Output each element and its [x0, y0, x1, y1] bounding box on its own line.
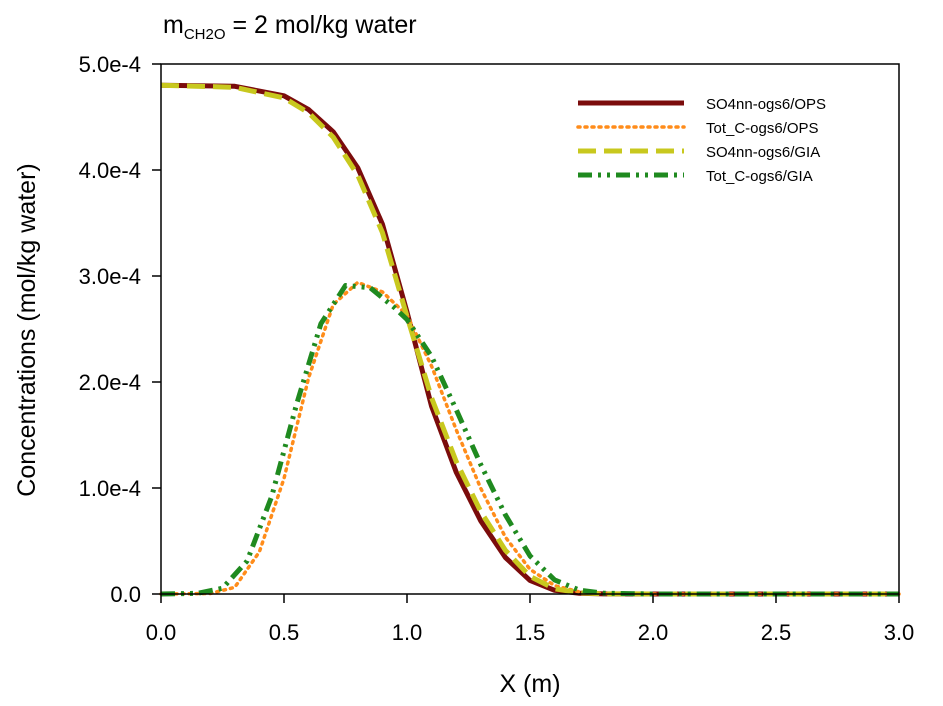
- x-tick-label-6: 3.0: [884, 620, 915, 645]
- chart-title-main: m: [163, 11, 184, 39]
- x-tick-label-5: 2.5: [761, 620, 792, 645]
- chart-title-rest: = 2 mol/kg water: [226, 11, 417, 39]
- series-line-3: [160, 283, 899, 597]
- series-line-2: [160, 82, 899, 597]
- y-axis-label: Concentrations (mol/kg water): [13, 163, 41, 496]
- y-tick-label-3: 3.0e-4: [79, 264, 141, 289]
- axes: 0.0 0.5 1.0 1.5 2.0 2.5 3.0 0.0 1.0e-4 2.0e-4 3.0e…: [79, 52, 915, 645]
- chart-title-subscript: CH2O: [184, 26, 226, 43]
- y-tick-label-2: 2.0e-4: [79, 370, 141, 395]
- x-tick-label-4: 2.0: [638, 620, 669, 645]
- x-axis-label: X (m): [499, 670, 560, 698]
- legend: SO4nn-ogs6/OPS Tot_C-ogs6/OPS SO4nn-ogs6/G…: [576, 96, 826, 185]
- x-tick-label-0: 0.0: [146, 620, 177, 645]
- series-line-1: [159, 280, 901, 596]
- legend-label-0: SO4nn-ogs6/OPS: [706, 96, 826, 113]
- y-tick-label-0: 0.0: [110, 582, 141, 607]
- x-tick-label-3: 1.5: [515, 620, 546, 645]
- legend-label-3: Tot_C-ogs6/GIA: [706, 168, 813, 185]
- chart-title: mCH2O = 2 mol/kg water: [163, 11, 417, 43]
- legend-label-2: SO4nn-ogs6/GIA: [706, 144, 820, 161]
- y-tick-label-5: 5.0e-4: [79, 52, 141, 77]
- x-tick-label-2: 1.0: [392, 620, 423, 645]
- y-tick-label-4: 4.0e-4: [79, 158, 141, 183]
- x-tick-label-1: 0.5: [269, 620, 300, 645]
- legend-label-1: Tot_C-ogs6/OPS: [706, 120, 819, 137]
- plot-area: [159, 82, 901, 597]
- y-tick-label-1: 1.0e-4: [79, 476, 141, 501]
